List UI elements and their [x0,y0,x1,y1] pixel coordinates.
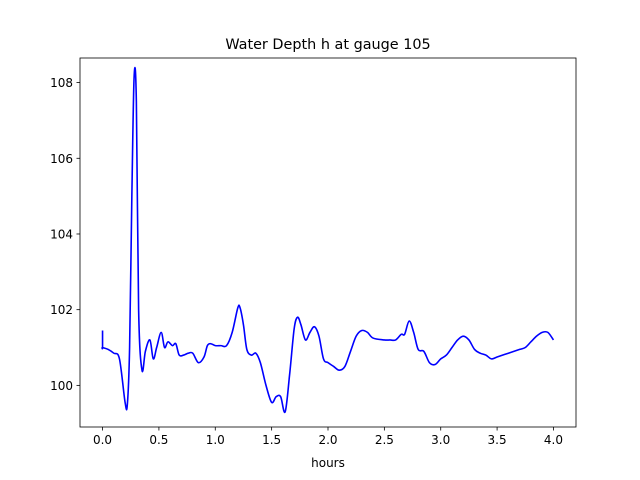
x-tick-label: 2.0 [318,433,337,447]
chart-title: Water Depth h at gauge 105 [225,37,430,53]
y-tick-label: 106 [50,152,73,166]
y-tick-label: 108 [50,76,73,90]
x-axis-label: hours [311,456,345,470]
x-tick-label: 0.5 [149,433,168,447]
x-tick-label: 1.0 [206,433,225,447]
series-line-0 [101,66,555,414]
x-tick-label: 1.5 [262,433,281,447]
plot-area [80,58,576,427]
y-tick-label: 102 [50,303,73,317]
x-tick-label: 3.0 [431,433,450,447]
y-tick-label: 104 [50,227,73,241]
x-axis-ticks: 0.0 0.5 1.0 1.5 2.0 2.5 3.0 3.5 4.0 [93,427,563,447]
y-axis-ticks: 100 102 104 106 108 [50,76,80,393]
x-tick-label: 0.0 [93,433,112,447]
x-tick-label: 2.5 [375,433,394,447]
y-tick-label: 100 [50,379,73,393]
series-layer [101,66,555,414]
x-tick-label: 4.0 [544,433,563,447]
x-tick-label: 3.5 [488,433,507,447]
